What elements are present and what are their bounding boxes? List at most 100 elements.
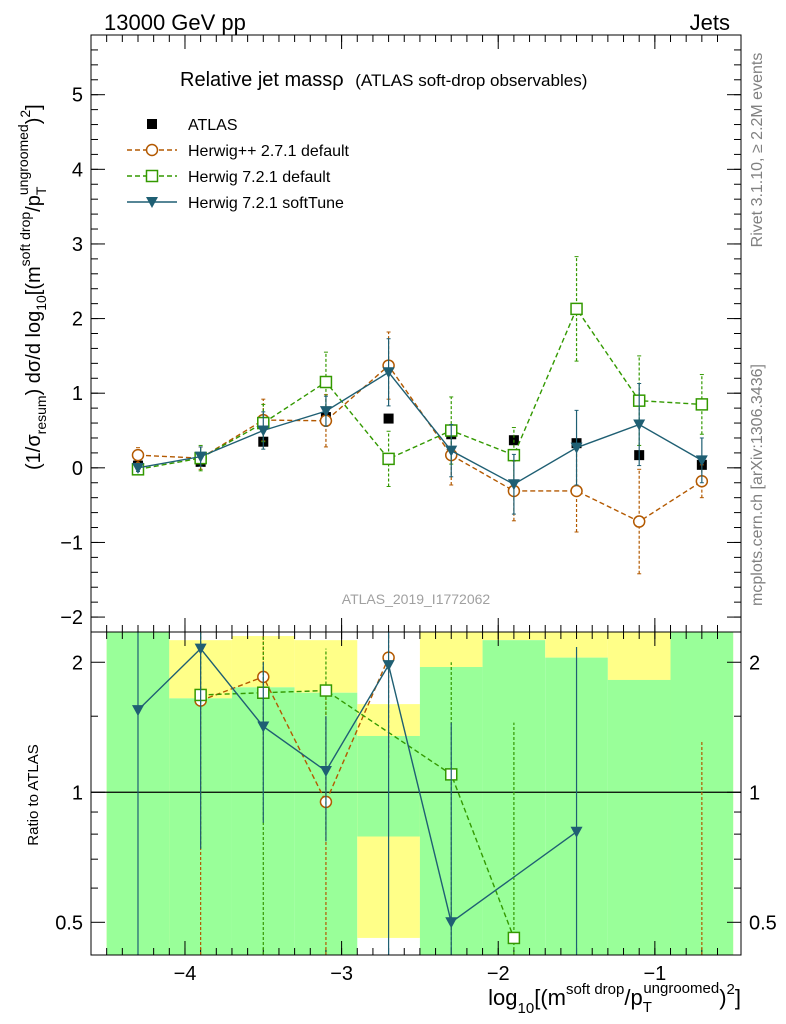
ratio-xtick-label: −2	[487, 963, 510, 985]
data-point	[131, 462, 144, 474]
ratio-ytick-label-right: 2	[749, 652, 760, 674]
ratio-data-point	[257, 721, 270, 733]
ratio-series-line	[200, 689, 515, 939]
ratio-ytick-label: 0.5	[55, 912, 83, 934]
xlabel-sub-10: 10	[518, 1000, 535, 1017]
data-point	[695, 398, 709, 411]
series-herwig-2-7-1-default	[131, 331, 709, 575]
data-point	[131, 448, 145, 462]
ratio-xtick-label: −1	[643, 963, 666, 985]
ylabel-sub-10: 10	[33, 295, 49, 311]
ratio-data-point	[194, 643, 207, 655]
data-point	[319, 406, 332, 418]
data-point	[382, 367, 395, 379]
data-point	[507, 479, 520, 491]
data-point	[319, 375, 333, 389]
ylabel-part-1: (1/σ	[23, 434, 45, 470]
main-ytick-label: 4	[72, 159, 83, 181]
ylabel-close: ]	[23, 104, 45, 110]
ratio-data-point	[131, 705, 144, 717]
ratio-data-point	[570, 826, 583, 838]
header-left: 13000 GeV pp	[104, 10, 246, 35]
data-point	[445, 445, 458, 457]
data-point	[632, 515, 646, 528]
series-line	[137, 364, 703, 523]
main-title-symbol: ρ	[332, 69, 343, 91]
main-ytick-label: 2	[72, 309, 83, 331]
main-ytick-label: 5	[72, 85, 83, 107]
legend: ATLAS Herwig++ 2.7.1 default Herwig 7.2.1 …	[127, 117, 350, 212]
ratio-xtick-label: −4	[174, 963, 197, 985]
ratio-panel-series	[131, 632, 703, 955]
legend-label: Herwig++ 2.7.1 default	[188, 143, 350, 160]
main-ytick-label: 0	[72, 458, 83, 480]
ylabel-sup-ungroomed: ungroomed	[15, 124, 31, 195]
rivet-note: Rivet 3.1.10, ≥ 2.2M events	[749, 53, 766, 248]
xlabel-sup-ungroomed: ungroomed	[643, 980, 719, 997]
xlabel-part-1: log	[488, 985, 517, 1010]
xlabel-part-4: )	[719, 985, 726, 1010]
legend-label: Herwig 7.2.1 softTune	[188, 195, 344, 212]
ylabel-sub-T: T	[33, 186, 49, 195]
data-point	[257, 425, 270, 437]
legend-marker	[145, 169, 159, 183]
series-line	[137, 371, 703, 486]
main-subtitle: (ATLAS soft-drop observables)	[355, 71, 587, 90]
ylabel-part-2: ) dσ/d log	[23, 311, 45, 396]
ratio-series-herwig-7-2-1-softtune	[131, 632, 583, 955]
ratio-band-green	[607, 679, 671, 955]
ratio-ytick-label: 1	[72, 782, 83, 804]
data-point	[194, 451, 207, 463]
ylabel-part-4: /p	[23, 195, 45, 212]
main-title: Relative jet massρ (ATLAS soft-drop obse…	[180, 69, 587, 91]
ylabel-sup-2: 2	[17, 110, 33, 118]
ylabel-sub-resum: resum	[33, 395, 49, 434]
ylabel-part-3: [(m	[23, 266, 45, 295]
data-point	[570, 302, 583, 316]
xlabel-part-2: [(m	[534, 985, 566, 1010]
xlabel-close: ]	[735, 985, 741, 1010]
xlabel-sub-T: T	[643, 999, 652, 1016]
ratio-data-point	[319, 684, 333, 697]
xlabel-sup-softdrop: soft drop	[566, 981, 624, 998]
ratio-ytick-label-right: 0.5	[749, 912, 777, 934]
ratio-data-point	[319, 766, 332, 778]
ratio-data-point	[445, 917, 458, 929]
main-ytick-label: −1	[60, 532, 83, 554]
ylabel-sup-softdrop: soft drop	[17, 212, 33, 267]
main-ytick-label: 3	[72, 234, 83, 256]
legend-label: Herwig 7.2.1 default	[188, 169, 331, 186]
ylabel-part-5: )	[23, 118, 45, 125]
data-point	[570, 484, 583, 498]
ratio-ytick-label: 2	[72, 652, 83, 674]
x-axis-label: log10[(msoft drop/pTungroomed)2]	[488, 980, 741, 1017]
ratio-panel-frame	[90, 631, 742, 956]
ratio-band-yellow	[607, 632, 671, 680]
ratio-y-axis-label: Ratio to ATLAS	[25, 744, 42, 845]
series-line	[137, 307, 702, 471]
legend-marker	[147, 119, 157, 129]
series-herwig-7-2-1-default	[131, 256, 709, 487]
legend-marker	[146, 197, 158, 208]
main-title-text: Relative jet mass	[180, 69, 332, 91]
data-point	[695, 455, 708, 467]
ratio-ytick-label-right: 1	[749, 782, 760, 804]
xlabel-part-3: /p	[624, 985, 642, 1010]
ratio-xtick-label: −3	[330, 963, 353, 985]
ratio-series-line	[200, 657, 390, 804]
mcplots-note: mcplots.cern.ch [arXiv:1306.3436]	[749, 364, 766, 606]
series-atlas	[132, 412, 707, 471]
data-point	[383, 413, 394, 424]
main-y-axis-label: (1/σresum) dσ/d log10[(msoft drop/pTungr…	[15, 104, 49, 470]
header-right: Jets	[690, 10, 730, 35]
xlabel-sup-2: 2	[727, 981, 735, 998]
data-point	[570, 442, 583, 454]
main-panel-series	[131, 256, 709, 575]
main-ytick-label: −2	[60, 607, 83, 629]
ratio-data-point	[507, 931, 521, 945]
legend-marker	[145, 143, 159, 157]
ratio-data-point	[382, 660, 395, 672]
data-point	[382, 452, 395, 466]
analysis-watermark: ATLAS_2019_I1772062	[342, 591, 491, 607]
